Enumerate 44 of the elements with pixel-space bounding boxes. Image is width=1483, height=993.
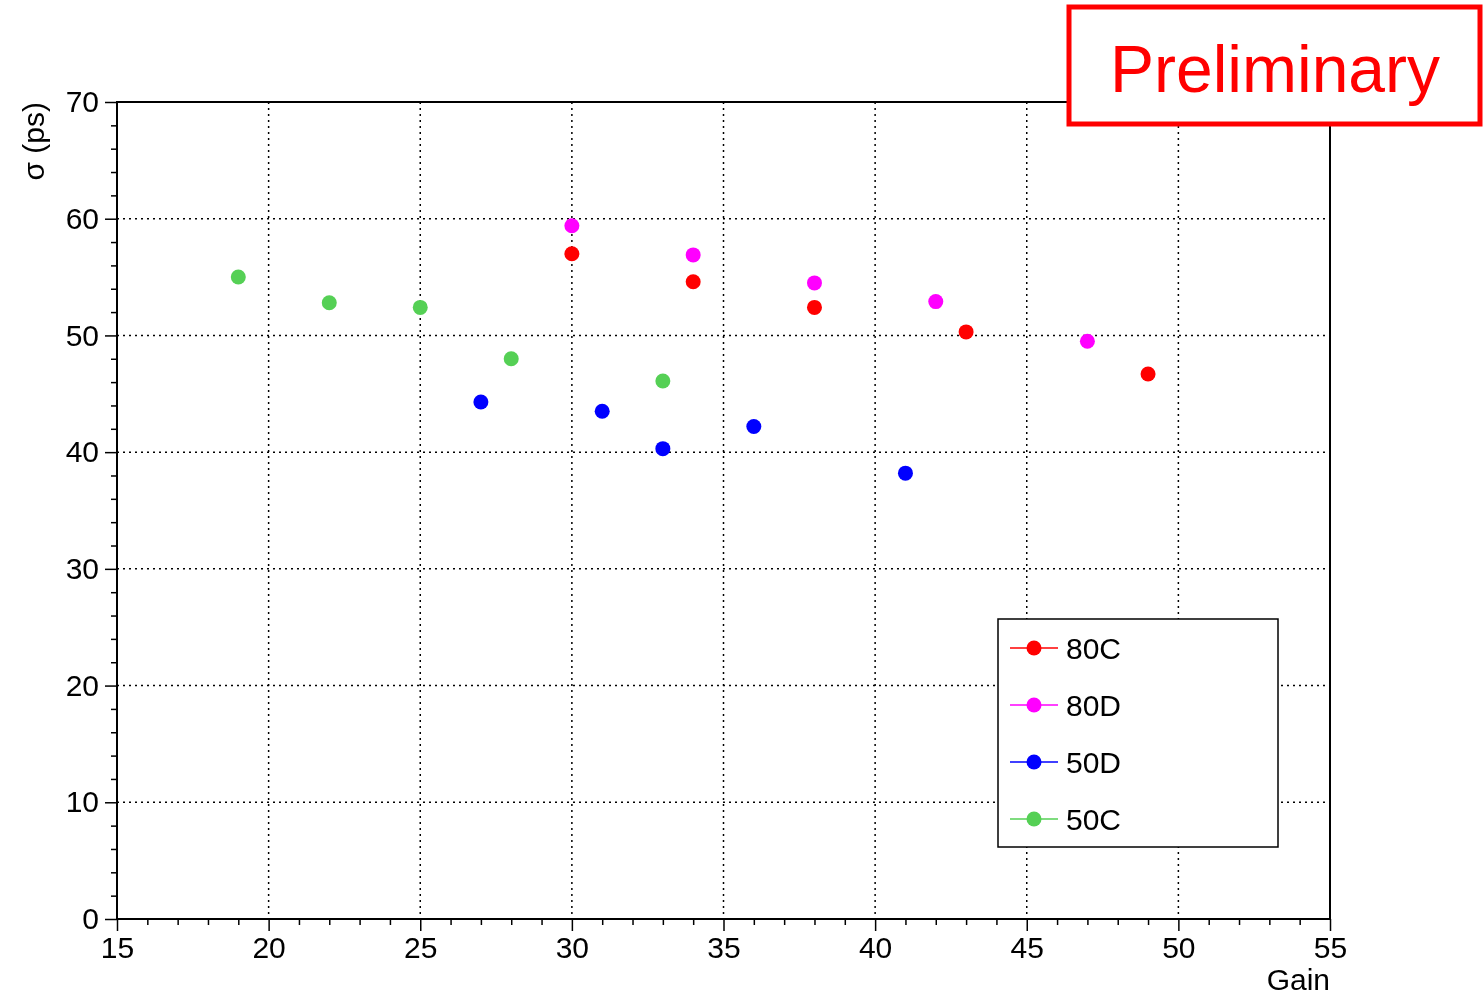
- y-tick-label: 70: [65, 85, 99, 119]
- annotation: Preliminary: [1109, 32, 1441, 106]
- point: [806, 275, 822, 291]
- point: [806, 299, 822, 315]
- point: [685, 247, 701, 263]
- x-tick-label: 15: [100, 931, 135, 965]
- point: [655, 441, 671, 457]
- x-tick-label: 25: [404, 931, 438, 965]
- x-tick-label: 45: [1010, 931, 1044, 965]
- y-tick-label: 10: [65, 785, 99, 819]
- point: [655, 373, 671, 389]
- x-tick-label: 55: [1313, 931, 1348, 965]
- x-tick-label: 30: [555, 931, 590, 965]
- x-tick-label: 20: [252, 931, 286, 965]
- legend-label: 80D: [1066, 689, 1122, 722]
- point: [928, 294, 944, 310]
- x-tick-label: 35: [707, 931, 741, 965]
- y-tick-label: 30: [65, 551, 99, 585]
- point: [1140, 366, 1156, 382]
- legend-label: 80C: [1066, 632, 1122, 665]
- x-tick-label: 40: [858, 931, 893, 965]
- point: [685, 274, 701, 290]
- y-tick-label: 20: [65, 668, 99, 702]
- x-tick-label: 50: [1162, 931, 1196, 965]
- y-axis-title: σ (ps): [17, 102, 50, 181]
- legend-label: 50D: [1066, 746, 1122, 779]
- point: [564, 246, 580, 262]
- point: [230, 269, 246, 285]
- legend-label: 50C: [1066, 803, 1122, 836]
- point: [321, 295, 337, 311]
- point: [958, 324, 974, 340]
- point: [412, 299, 428, 315]
- point: [473, 394, 489, 410]
- point: [564, 218, 580, 234]
- point: [897, 465, 913, 481]
- point: [746, 418, 762, 434]
- y-tick-label: 60: [65, 201, 99, 235]
- point: [1079, 333, 1095, 349]
- y-tick-label: 0: [82, 902, 99, 936]
- point: [503, 351, 519, 367]
- point: [594, 403, 610, 419]
- x-axis-title: Gain: [1266, 963, 1330, 993]
- y-tick-label: 50: [65, 318, 99, 352]
- y-tick-label: 40: [65, 435, 99, 469]
